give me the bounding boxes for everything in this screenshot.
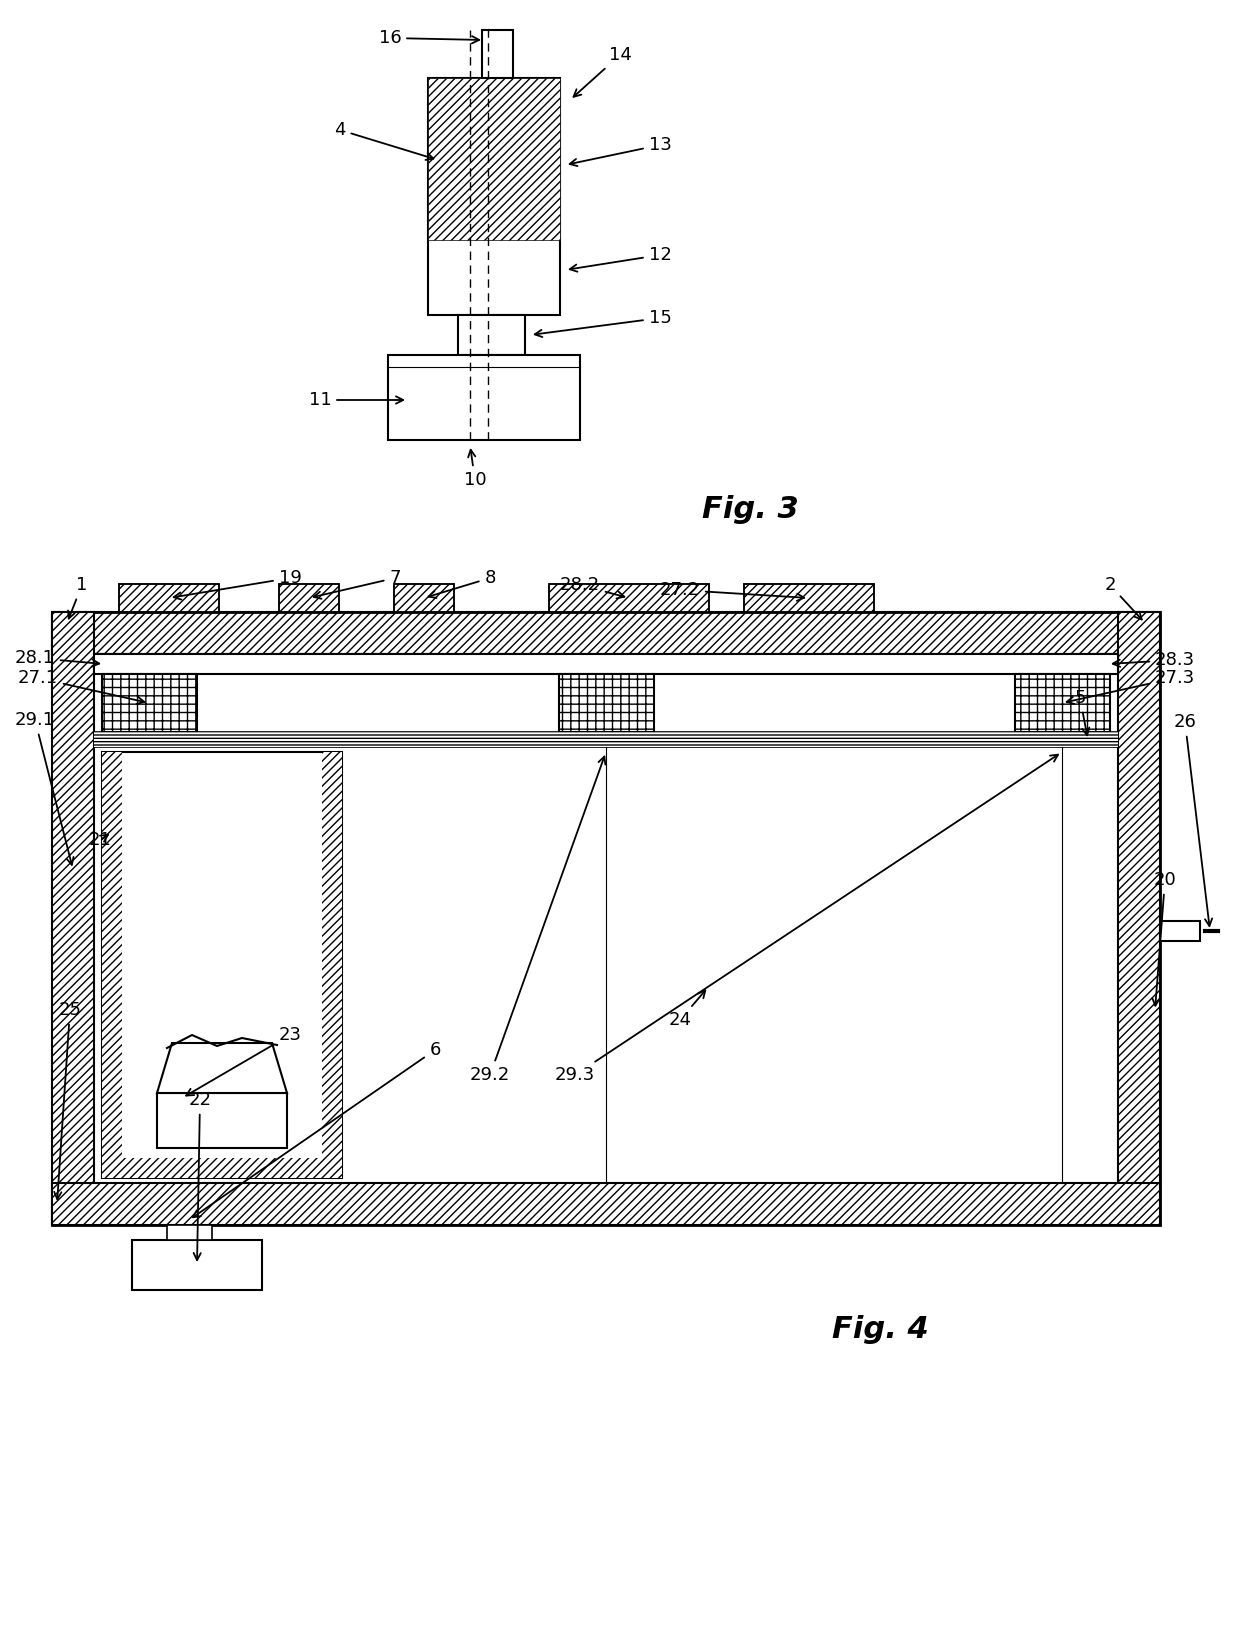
- Polygon shape: [157, 1043, 286, 1094]
- Text: 27.3: 27.3: [1066, 669, 1195, 703]
- Bar: [559, 674, 653, 731]
- Bar: [94, 654, 1118, 674]
- Bar: [1118, 613, 1159, 1225]
- Bar: [322, 753, 342, 1178]
- Text: 26: 26: [1173, 713, 1213, 926]
- Text: 16: 16: [378, 30, 479, 48]
- Text: Fig. 3: Fig. 3: [702, 496, 799, 524]
- Bar: [394, 585, 454, 613]
- Bar: [388, 356, 580, 440]
- Text: 12: 12: [569, 245, 671, 272]
- Text: 11: 11: [309, 390, 403, 408]
- Text: 14: 14: [574, 46, 631, 97]
- Bar: [744, 585, 874, 613]
- Bar: [94, 731, 1118, 748]
- Bar: [94, 731, 1118, 748]
- Text: 6: 6: [193, 1041, 440, 1217]
- Bar: [428, 77, 560, 315]
- Text: 13: 13: [569, 137, 671, 166]
- Text: 19: 19: [174, 568, 301, 600]
- Text: 10: 10: [464, 450, 486, 489]
- Text: 29.1: 29.1: [15, 712, 73, 865]
- Text: 4: 4: [335, 120, 434, 160]
- Bar: [279, 585, 339, 613]
- Bar: [131, 1240, 262, 1290]
- Text: Fig. 4: Fig. 4: [832, 1316, 929, 1344]
- Bar: [102, 674, 197, 731]
- Text: 20: 20: [1152, 871, 1177, 1006]
- Text: 28.3: 28.3: [1112, 651, 1195, 669]
- Text: 7: 7: [314, 568, 401, 600]
- Bar: [428, 77, 560, 240]
- Bar: [482, 30, 513, 77]
- Text: 25: 25: [55, 1001, 82, 1199]
- Text: 2: 2: [1105, 576, 1142, 619]
- Text: 1: 1: [68, 576, 88, 619]
- Text: 22: 22: [188, 1090, 212, 1260]
- Bar: [102, 1158, 342, 1178]
- Text: 8: 8: [429, 568, 496, 598]
- Text: 21: 21: [88, 832, 112, 848]
- Bar: [1016, 674, 1110, 731]
- Bar: [157, 1094, 286, 1148]
- Bar: [119, 585, 219, 613]
- Bar: [102, 753, 122, 1178]
- Bar: [102, 753, 342, 1178]
- Text: 15: 15: [534, 310, 671, 338]
- Text: 28.1: 28.1: [15, 649, 99, 667]
- Bar: [52, 613, 1159, 654]
- Text: 27.1: 27.1: [17, 669, 144, 703]
- Bar: [167, 1225, 212, 1240]
- Bar: [1159, 921, 1200, 940]
- Text: 27.2: 27.2: [660, 581, 805, 601]
- Text: 29.2: 29.2: [470, 756, 605, 1084]
- Text: 5: 5: [1074, 688, 1089, 735]
- Text: 29.3: 29.3: [554, 754, 1058, 1084]
- Bar: [52, 1183, 1159, 1225]
- Text: 28.2: 28.2: [560, 576, 625, 598]
- Text: 23: 23: [186, 1026, 301, 1095]
- Text: 24: 24: [668, 990, 706, 1029]
- Bar: [52, 613, 94, 1225]
- Bar: [458, 315, 525, 356]
- Bar: [52, 613, 1159, 1225]
- Bar: [549, 585, 709, 613]
